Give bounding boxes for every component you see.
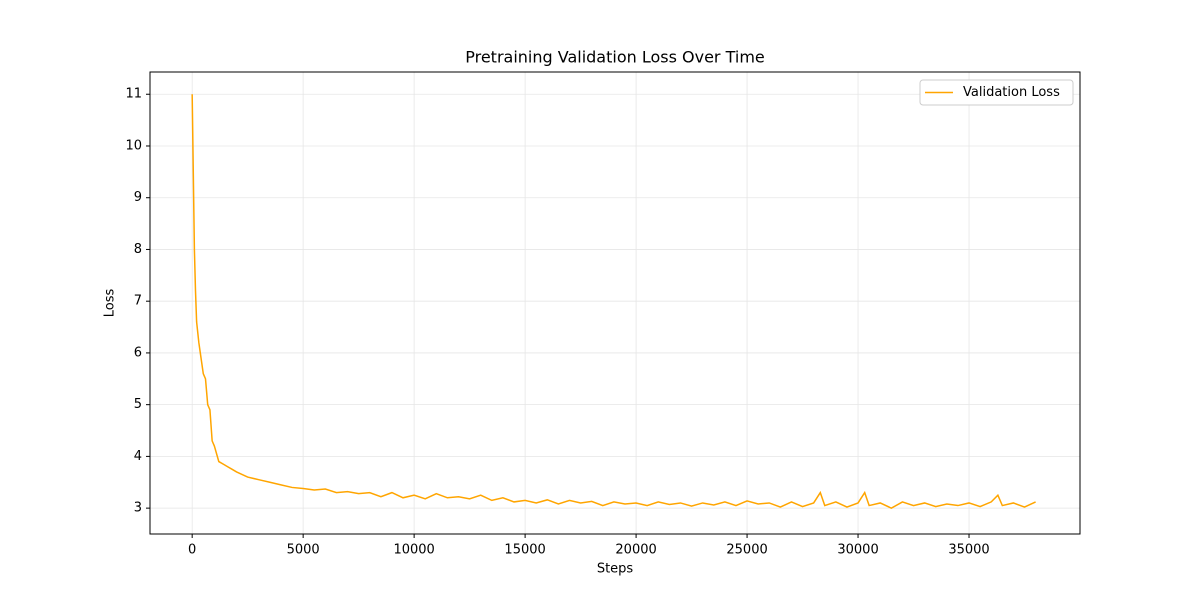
y-tick-label: 3 [134, 501, 142, 516]
legend-box [919, 79, 1074, 106]
y-tick-label: 11 [125, 87, 142, 102]
y-tick-label: 9 [134, 190, 142, 205]
y-tick-label: 8 [134, 242, 142, 257]
chart-title: Pretraining Validation Loss Over Time [465, 48, 765, 67]
x-axis-label: Steps [597, 562, 634, 577]
legend-label: Validation Loss [963, 85, 1060, 100]
y-tick-label: 6 [134, 345, 142, 360]
y-tick-label: 10 [125, 138, 142, 153]
line-series [191, 94, 1036, 509]
x-tick-label: 10000 [393, 543, 434, 558]
y-axis-label: Loss [103, 289, 118, 318]
x-tick-label: 35000 [948, 543, 989, 558]
x-tick-label: 15000 [504, 543, 545, 558]
y-tick-label: 5 [134, 397, 142, 412]
y-tick-label: 4 [134, 449, 142, 464]
x-tick-label: 20000 [615, 543, 656, 558]
y-tick-label: 7 [134, 294, 142, 309]
x-tick-label: 0 [188, 543, 196, 558]
plot-frame [149, 71, 1081, 535]
x-tick-label: 5000 [287, 543, 320, 558]
x-tick-label: 25000 [726, 543, 767, 558]
x-tick-label: 30000 [837, 543, 878, 558]
